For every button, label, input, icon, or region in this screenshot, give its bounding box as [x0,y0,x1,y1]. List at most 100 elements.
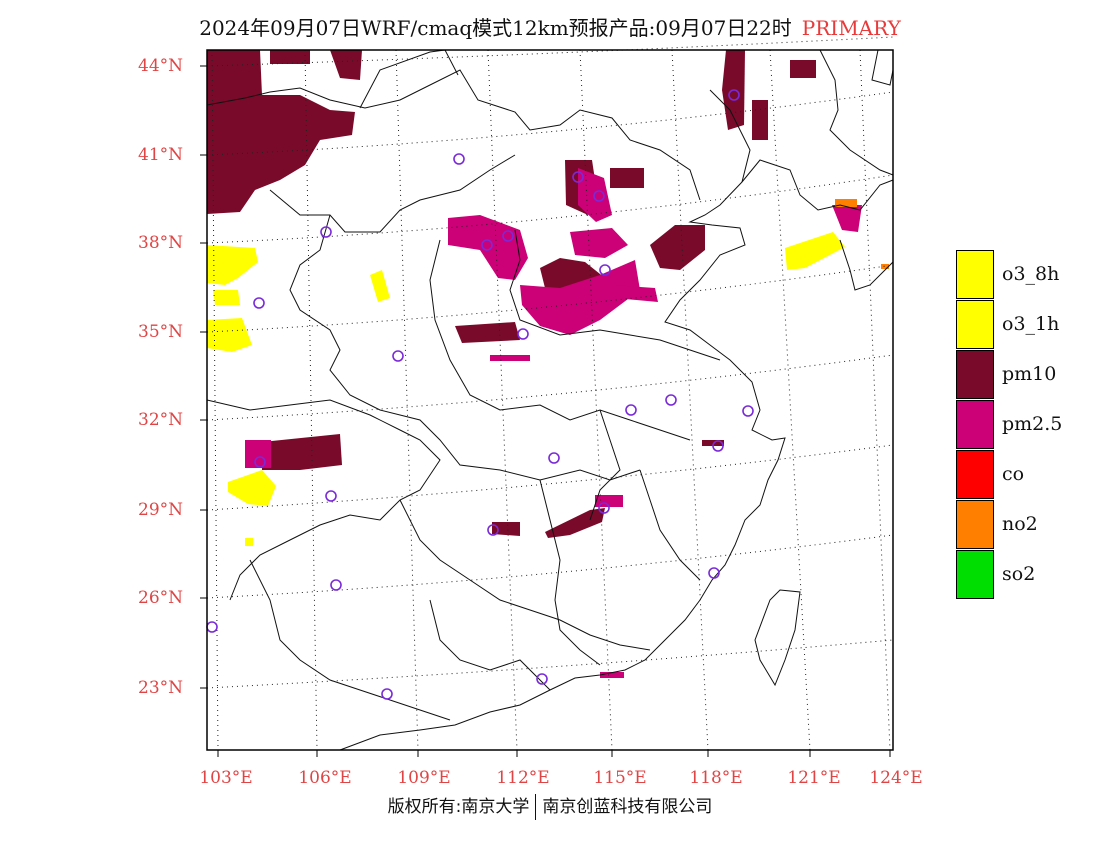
legend-item-pm10: pm10 [956,350,1096,400]
pm25-patch-shandong-west [612,285,658,302]
map-title-text: 2024年09月07日WRF/cmaq模式12km预报产品:09月07日22时 [199,16,792,40]
boundary-inner-7 [539,479,601,666]
station-marker [253,297,265,309]
station-marker [453,153,465,165]
boundary-northeast [871,49,894,86]
legend-swatch [956,450,994,499]
station-marker [708,567,720,579]
station-marker [536,673,548,685]
boundary-inner-2 [289,214,641,481]
legend-item-no2: no2 [956,500,1096,550]
pm25-patch-shanxi [448,215,528,280]
lat-label: 26°N [138,588,184,608]
map-title: 2024年09月07日WRF/cmaq模式12km预报产品:09月07日22时 P… [0,12,1100,41]
legend-label: pm10 [1002,363,1057,385]
o3-patch-west-mid [213,290,240,305]
pm10-patch-northwest [207,50,355,214]
no2-patch-dalian [835,199,857,207]
legend-item-o3-1h: o3_1h [956,300,1096,350]
boundary-taiwan [754,589,801,687]
station-marker [593,190,605,202]
lon-label: 103°E [199,768,253,788]
legend-swatch [956,250,994,299]
boundary-inner-12 [709,89,751,183]
station-marker [572,171,584,183]
legend-label: co [1002,463,1025,485]
lat-label: 32°N [138,410,184,430]
legend-swatch [956,550,994,599]
o3-patch-sichuan [228,470,276,506]
station-marker [665,394,677,406]
pm25-patch-guangdong [600,672,624,678]
station-marker [599,264,611,276]
boundary-inner-3 [429,239,691,441]
station-marker [381,688,393,700]
pm10-patch-jiangsu [702,440,724,446]
boundary-inner-4 [509,229,721,361]
station-marker [325,490,337,502]
pm25-patch-sichuan [245,440,271,468]
map-frame [206,49,894,751]
lat-label: 35°N [138,322,184,342]
pm10-patch-hunan [492,522,520,536]
station-marker [728,89,740,101]
copyright-owner: 版权所有:南京大学 [387,797,530,817]
primary-tag: PRIMARY [801,16,901,40]
station-marker [517,328,529,340]
boundary-inner-5 [206,399,441,601]
lon-label: 106°E [298,768,352,788]
station-marker [742,405,754,417]
boundary-north [206,69,701,201]
station-marker [206,621,218,633]
pm10-patch-jiangxi [545,508,605,538]
boundary-inner-11 [589,409,621,521]
station-marker [330,579,342,591]
boundaries [206,49,894,751]
o3-patch-east-sea [785,232,845,270]
pm10-patch-shaanxi [455,322,520,343]
no2-patch-east [881,264,889,269]
legend-item-pm25: pm2.5 [956,400,1096,450]
legend-label: o3_8h [1002,263,1060,285]
station-marker [392,350,404,362]
lat-label: 41°N [138,145,184,165]
lat-label: 44°N [138,56,184,76]
lon-label: 109°E [397,768,451,788]
station-marker [320,226,332,238]
legend-label: so2 [1002,563,1036,585]
lat-label: 23°N [138,678,184,698]
boundary-inner-13 [819,49,894,176]
boundary-inner-1 [269,154,516,233]
legend-item-co: co [956,450,1096,500]
legend-label: no2 [1002,513,1038,535]
legend-label: o3_1h [1002,313,1060,335]
o3-patch-gansu [370,270,390,302]
graticule-meridians [211,49,891,751]
pm10-patch-fushun [752,100,768,140]
legend-swatch [956,400,994,449]
pm25-patch-liaoning [832,205,862,232]
boundary-inner-8 [639,469,701,581]
pm10-patch-top-small [270,50,310,64]
boundary-inner-6 [399,499,651,651]
station-markers [206,89,754,700]
station-marker [712,440,724,452]
lon-label: 124°E [869,768,923,788]
pm25-patch-beijing [578,168,612,222]
lon-label: 112°E [496,768,550,788]
lon-label: 115°E [593,768,647,788]
legend-item-o3-8h: o3_8h [956,250,1096,300]
station-marker [254,456,266,468]
pm25-patch-shaanxi [490,355,530,361]
pm10-patch-north-scatter [790,60,816,78]
footer-divider [535,794,537,820]
graticule-parallels [206,36,894,689]
o3-patch-west [207,318,252,352]
lat-label: 38°N [138,233,184,253]
pm25-patch-hebei [570,228,628,258]
station-marker [548,452,560,464]
pm10-patch-beijing-east [610,168,644,188]
legend: o3_8h o3_1h pm10 pm2.5 co no2 so2 [956,250,1096,600]
lon-label: 121°E [787,768,841,788]
